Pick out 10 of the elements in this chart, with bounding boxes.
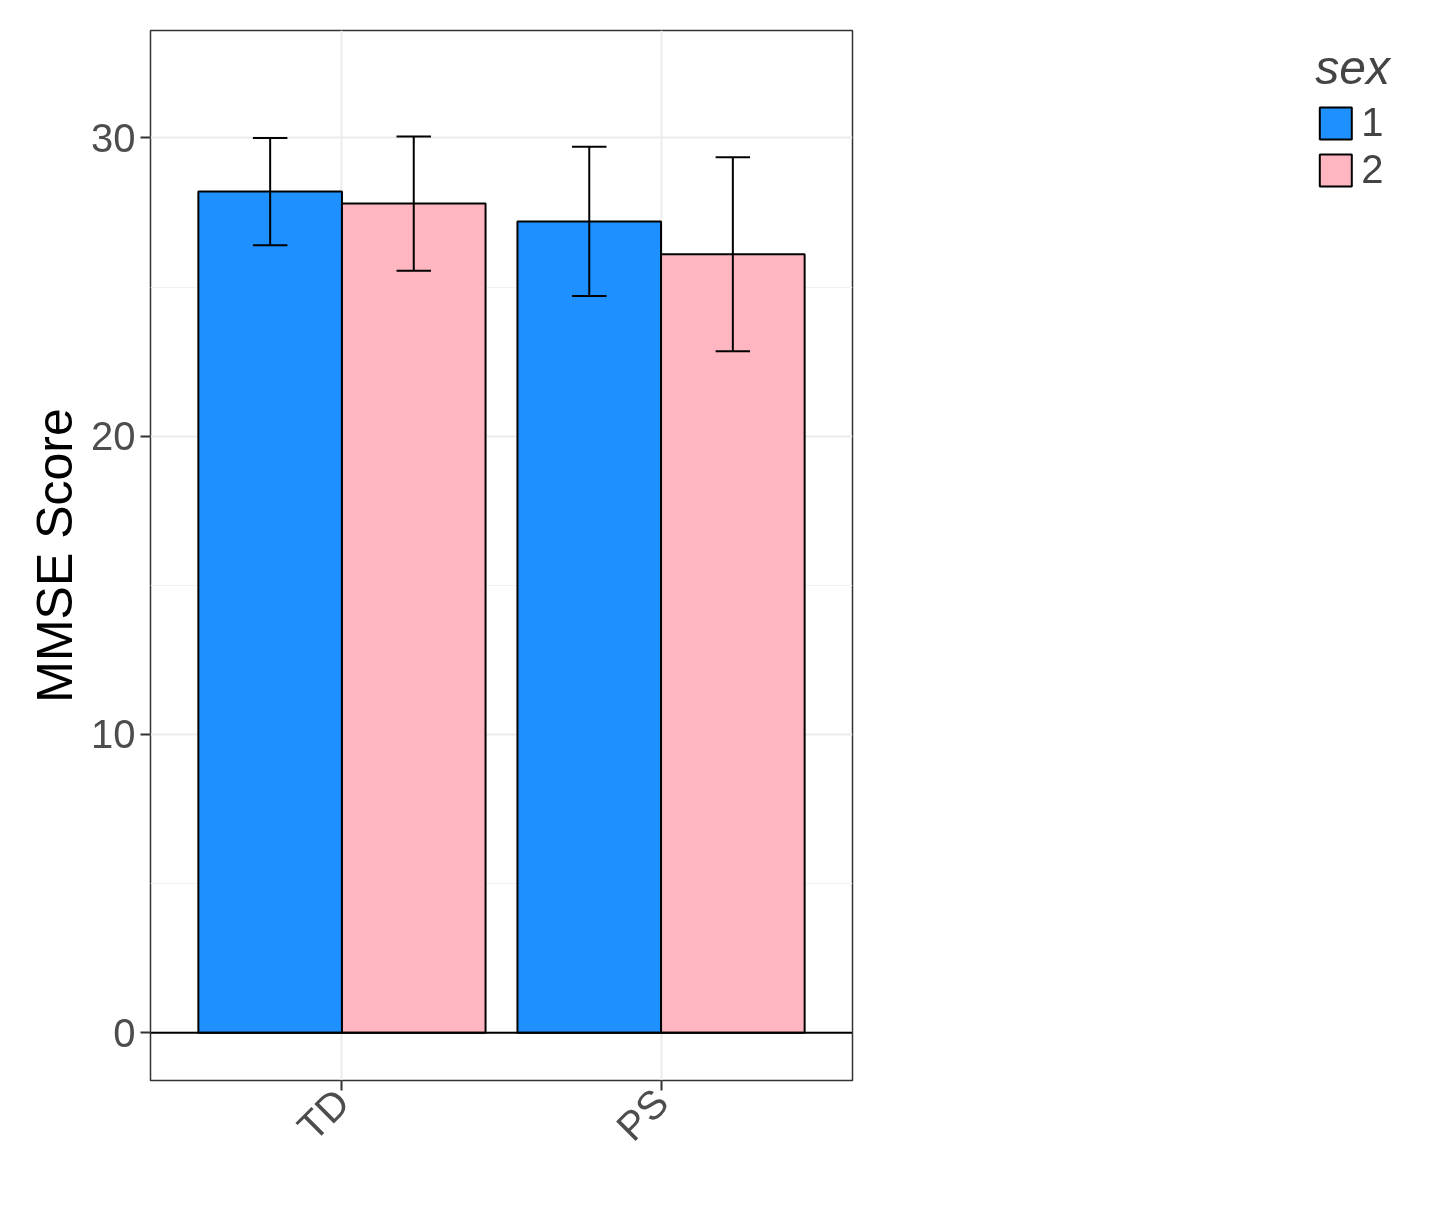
y-tick-label: 30 <box>91 115 136 160</box>
y-tick-label: 20 <box>91 414 136 459</box>
y-tick-label: 0 <box>113 1010 136 1055</box>
legend-label: 1 <box>1361 100 1384 145</box>
x-tick-label: TD <box>288 1079 358 1149</box>
legend-label: 2 <box>1361 147 1384 192</box>
legend-title: sex <box>1315 40 1390 95</box>
x-tick-label: PS <box>607 1079 677 1149</box>
y-tick-label: 10 <box>91 712 136 757</box>
y-axis-title: MMSE Score <box>27 408 84 703</box>
